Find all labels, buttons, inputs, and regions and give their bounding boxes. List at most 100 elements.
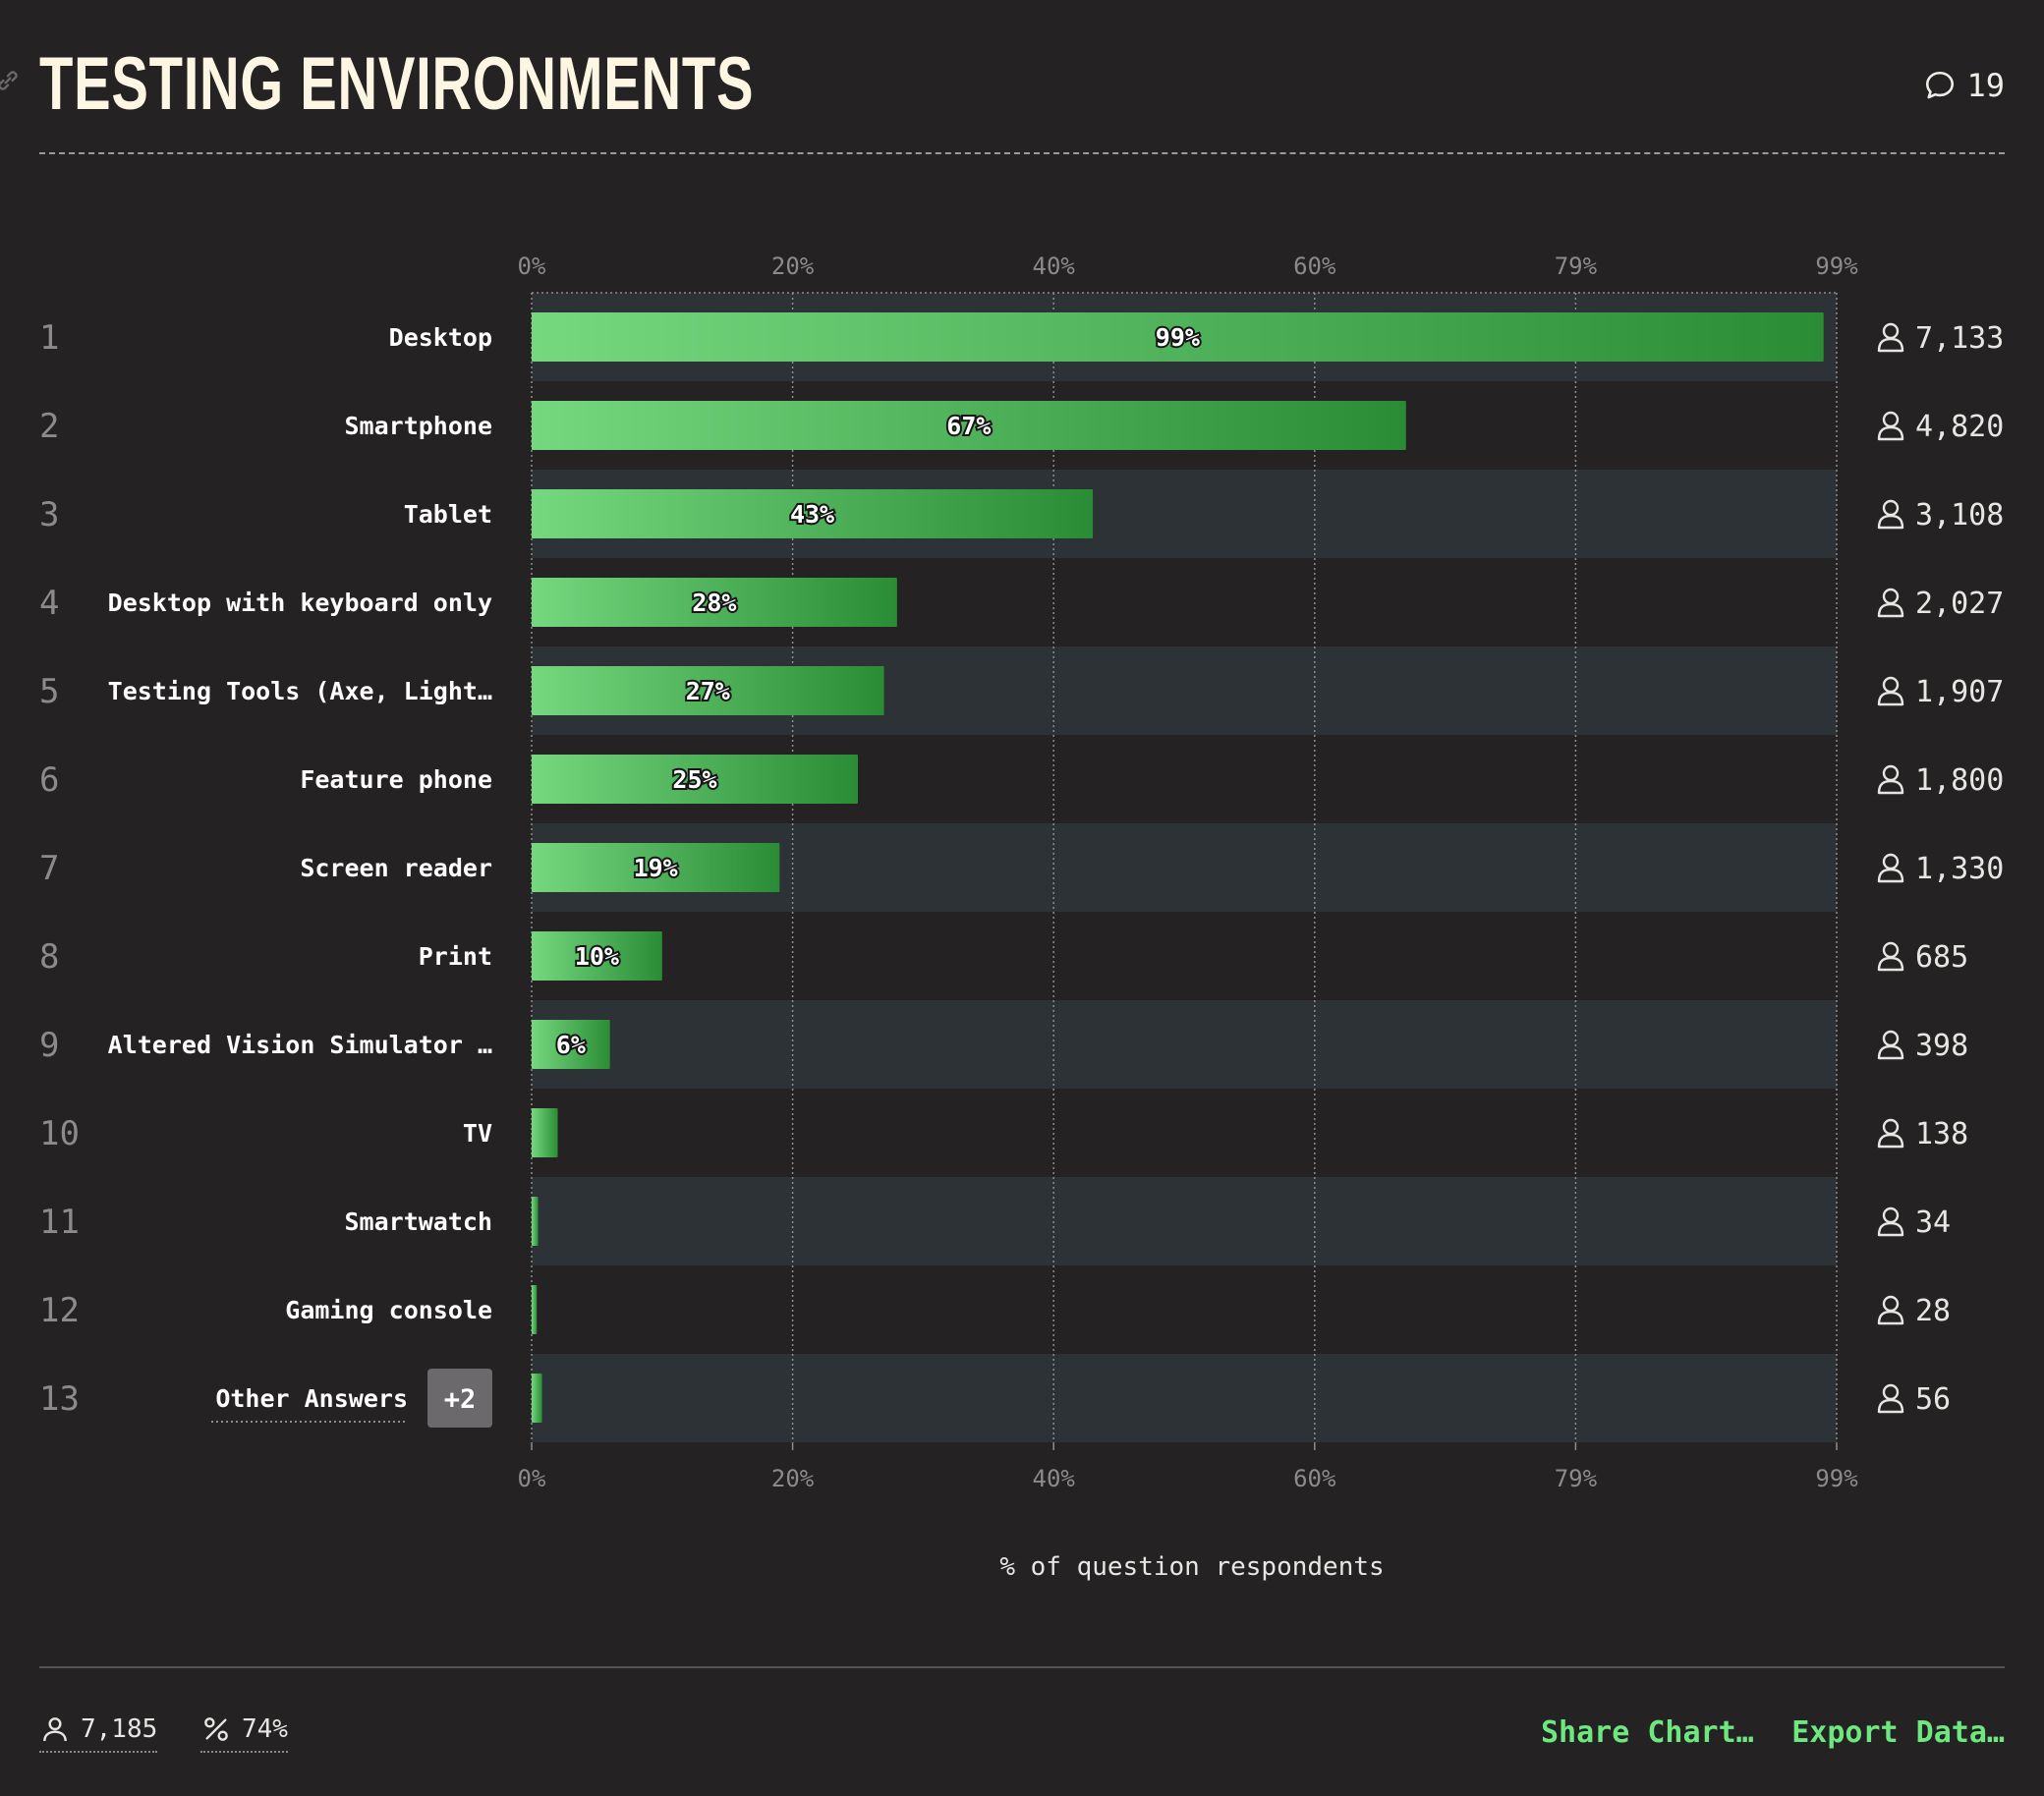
percent-icon	[204, 1717, 228, 1741]
row-band	[532, 1354, 1837, 1442]
category-label: Smartphone	[344, 412, 492, 440]
respondent-count: 1,800	[1915, 763, 2004, 798]
category-label: Tablet	[404, 500, 492, 529]
bar[interactable]	[532, 1285, 538, 1334]
bar[interactable]	[532, 843, 780, 892]
bar-row[interactable]: 7 Screen reader 19% 1,330	[39, 843, 2004, 892]
bar-value-label: 19%	[634, 854, 678, 882]
bar-row[interactable]: 10 TV 138	[39, 1108, 1968, 1157]
bar[interactable]	[532, 1197, 539, 1246]
category-label[interactable]: Other Answers	[215, 1384, 408, 1413]
user-icon	[1877, 1383, 1904, 1414]
category-label: Testing Tools (Axe, Light…	[108, 677, 492, 705]
bar-row[interactable]: 12 Gaming console 28	[39, 1285, 1951, 1334]
total-respondents[interactable]: 7,185	[39, 1713, 158, 1753]
bar[interactable]	[532, 578, 897, 627]
rank-number: 6	[39, 760, 59, 800]
link-icon[interactable]	[0, 67, 22, 94]
rank-number: 5	[39, 672, 59, 711]
category-label: Print	[419, 942, 492, 971]
x-axis-label: % of question respondents	[999, 1552, 1384, 1582]
bar-row[interactable]: 3 Tablet 43% 3,108	[39, 489, 2004, 538]
bar[interactable]	[532, 312, 1824, 362]
respondent-count: 28	[1915, 1294, 1951, 1328]
x-tick-label-bottom: 79%	[1555, 1465, 1598, 1492]
user-icon	[1877, 1118, 1904, 1149]
bar-value-label: 10%	[575, 942, 619, 971]
respondent-count: 7,133	[1915, 321, 2004, 356]
user-icon	[1877, 676, 1904, 706]
bar[interactable]	[532, 1020, 610, 1069]
user-icon	[1877, 322, 1904, 353]
respondent-count: 2,027	[1915, 587, 2004, 621]
respondent-count: 1,330	[1915, 852, 2004, 886]
category-label: Altered Vision Simulator …	[108, 1031, 492, 1059]
bar-row[interactable]: 8 Print 10% 685	[39, 931, 1968, 981]
share-chart-button[interactable]: Share Chart…	[1541, 1715, 1754, 1750]
bar-row[interactable]: 13 Other Answers +2 56	[39, 1369, 1951, 1428]
user-icon	[1877, 764, 1904, 795]
other-answers-badge[interactable]	[427, 1369, 492, 1428]
comments-count: 19	[1966, 67, 2005, 104]
x-tick-label-bottom: 60%	[1293, 1465, 1336, 1492]
page-title: TESTING ENVIRONMENTS	[39, 42, 755, 126]
bar[interactable]	[532, 666, 884, 715]
rank-number: 4	[39, 584, 59, 623]
respondents-count: 7,185	[81, 1714, 158, 1744]
bar-row[interactable]: 5 Testing Tools (Axe, Light… 27% 1,907	[39, 666, 2004, 715]
bar[interactable]	[532, 401, 1406, 450]
x-tick-label-top: 99%	[1815, 253, 1858, 280]
respondent-count: 1,907	[1915, 675, 2004, 709]
x-tick-label-top: 0%	[518, 253, 546, 280]
rank-number: 8	[39, 937, 59, 977]
bar-row[interactable]: 9 Altered Vision Simulator … 6% 398	[39, 1020, 1968, 1069]
response-percentage[interactable]: 74%	[200, 1713, 288, 1753]
rank-number: 7	[39, 849, 59, 888]
bar[interactable]	[532, 755, 858, 804]
bar-row[interactable]: 2 Smartphone 67% 4,820	[39, 401, 2004, 450]
category-label: Feature phone	[300, 765, 492, 794]
bar[interactable]	[532, 1374, 542, 1423]
rank-number: 1	[39, 318, 59, 358]
user-icon	[43, 1717, 67, 1742]
respondent-count: 398	[1915, 1029, 1968, 1063]
bar-row[interactable]: 1 Desktop 99% 7,133	[39, 312, 2004, 362]
user-icon	[1877, 1295, 1904, 1325]
bar-value-label: 28%	[692, 589, 736, 617]
bar[interactable]	[532, 1108, 558, 1157]
user-icon	[1877, 1207, 1904, 1237]
title-divider	[39, 152, 2005, 154]
bar[interactable]	[532, 489, 1094, 538]
bar-row[interactable]: 11 Smartwatch 34	[39, 1197, 1951, 1246]
bar-row[interactable]: 4 Desktop with keyboard only 28% 2,027	[39, 578, 2004, 627]
rank-number: 2	[39, 407, 59, 446]
user-icon	[1877, 941, 1904, 972]
bar-value-label: 27%	[686, 677, 730, 705]
category-label: TV	[463, 1119, 492, 1148]
category-label: Screen reader	[300, 854, 492, 882]
bar-row[interactable]: 6 Feature phone 25% 1,800	[39, 755, 2004, 804]
user-icon	[1877, 853, 1904, 883]
export-data-button[interactable]: Export Data…	[1791, 1715, 2005, 1750]
bar[interactable]	[532, 931, 662, 981]
comment-icon	[1926, 71, 1955, 99]
rank-number: 13	[39, 1379, 80, 1419]
rank-number: 12	[39, 1291, 80, 1330]
user-icon	[1877, 588, 1904, 618]
user-icon	[1877, 499, 1904, 530]
rank-number: 10	[39, 1114, 80, 1153]
user-icon	[1877, 411, 1904, 441]
respondent-count: 685	[1915, 940, 1968, 975]
bar-value-label: 25%	[672, 765, 716, 794]
row-band	[532, 1177, 1837, 1265]
rank-number: 3	[39, 495, 59, 534]
respondent-count: 138	[1915, 1117, 1968, 1151]
respondent-count: 34	[1915, 1206, 1951, 1240]
x-tick-label-top: 40%	[1033, 253, 1076, 280]
x-tick-label-top: 79%	[1555, 253, 1598, 280]
category-label: Desktop with keyboard only	[108, 589, 492, 617]
comments-button[interactable]: 19	[1923, 67, 2005, 104]
footer-divider	[39, 1666, 2005, 1668]
respondent-count: 4,820	[1915, 410, 2004, 444]
